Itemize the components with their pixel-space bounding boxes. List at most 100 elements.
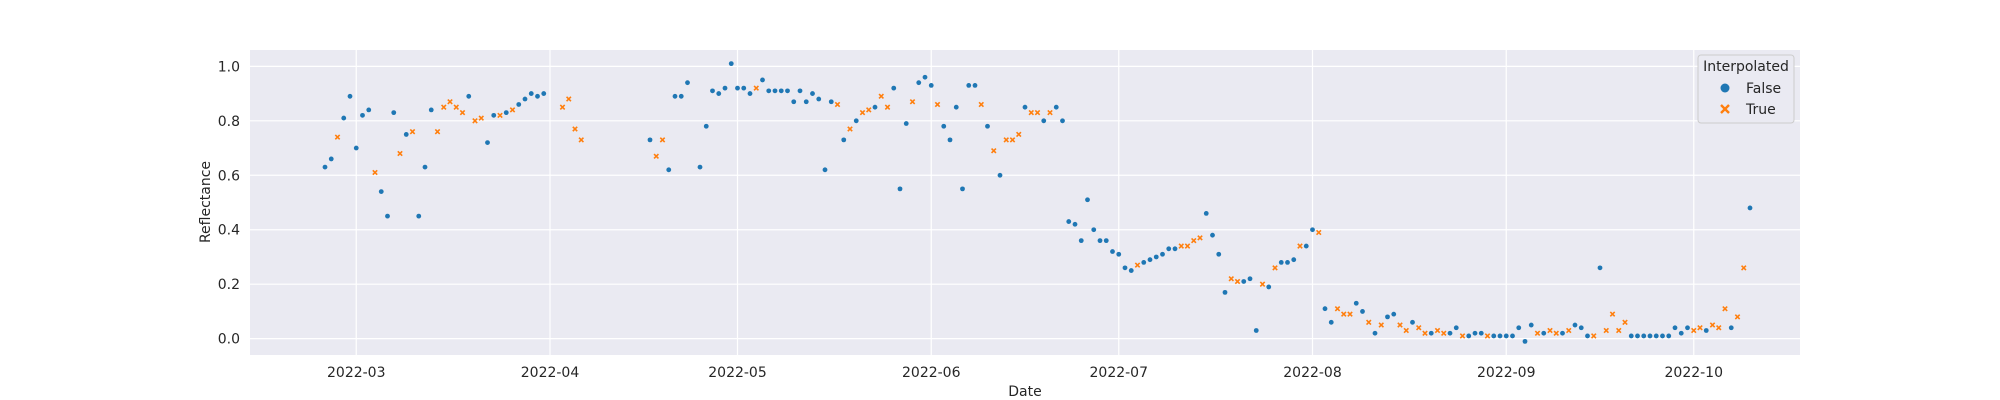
data-point-false [1241, 279, 1246, 284]
y-axis-label: Reflectance [198, 161, 214, 243]
data-point-false [735, 86, 740, 91]
data-point-false [1523, 339, 1528, 344]
data-point-false [1541, 331, 1546, 336]
data-point-false [954, 105, 959, 110]
data-point-false [366, 108, 371, 113]
legend-title: Interpolated [1703, 59, 1789, 75]
data-point-false [1573, 323, 1578, 328]
data-point-false [1073, 222, 1078, 227]
data-point-false [1429, 331, 1434, 336]
data-point-false [766, 88, 771, 93]
data-point-false [785, 88, 790, 93]
data-point-false [891, 86, 896, 91]
data-point-false [323, 165, 328, 170]
data-point-false [929, 83, 934, 88]
data-point-false [541, 91, 546, 96]
data-point-false [1210, 233, 1215, 238]
data-point-false [1385, 314, 1390, 319]
data-point-false [466, 94, 471, 99]
data-point-false [779, 88, 784, 93]
data-point-false [673, 94, 678, 99]
data-point-false [1635, 334, 1640, 339]
data-point-false [1085, 197, 1090, 202]
data-point-false [423, 165, 428, 170]
data-point-false [748, 91, 753, 96]
data-point-false [1148, 257, 1153, 262]
legend: Interpolated False True [1698, 55, 1794, 123]
data-point-false [1448, 331, 1453, 336]
data-point-false [1516, 325, 1521, 330]
data-point-false [1104, 238, 1109, 243]
data-point-false [360, 113, 365, 118]
x-tick-label: 2022-03 [327, 365, 386, 381]
data-point-false [1504, 334, 1509, 339]
data-point-false [829, 99, 834, 104]
y-tick-label: 0.8 [218, 114, 240, 130]
data-point-false [429, 108, 434, 113]
data-point-false [1704, 328, 1709, 333]
data-point-false [485, 140, 490, 145]
data-point-false [1066, 219, 1071, 224]
data-point-false [960, 186, 965, 191]
data-point-false [1110, 249, 1115, 254]
x-tick-label: 2022-06 [902, 365, 961, 381]
data-point-false [1629, 334, 1634, 339]
data-point-false [1654, 334, 1659, 339]
data-point-false [1560, 331, 1565, 336]
y-tick-label: 0.0 [218, 332, 240, 348]
data-point-false [1041, 118, 1046, 123]
data-point-false [1410, 320, 1415, 325]
data-point-false [329, 157, 334, 162]
data-point-false [516, 102, 521, 107]
data-point-false [791, 99, 796, 104]
data-point-false [760, 78, 765, 83]
data-point-false [354, 146, 359, 151]
data-point-false [741, 86, 746, 91]
data-point-false [1454, 325, 1459, 330]
data-point-false [385, 214, 390, 219]
x-tick-label: 2022-04 [521, 365, 580, 381]
data-point-false [948, 137, 953, 142]
data-point-false [1223, 290, 1228, 295]
data-point-false [923, 75, 928, 80]
data-point-false [1648, 334, 1653, 339]
data-point-false [1173, 246, 1178, 251]
data-point-false [1054, 105, 1059, 110]
data-point-false [1254, 328, 1259, 333]
x-tick-label: 2022-09 [1477, 365, 1536, 381]
data-point-false [810, 91, 815, 96]
data-point-false [798, 88, 803, 93]
data-point-false [504, 110, 509, 115]
data-point-false [1360, 309, 1365, 314]
data-point-false [1510, 334, 1515, 339]
data-point-false [1498, 334, 1503, 339]
data-point-false [1060, 118, 1065, 123]
data-point-false [710, 88, 715, 93]
data-point-false [698, 165, 703, 170]
data-point-false [1248, 276, 1253, 281]
data-point-false [1310, 227, 1315, 232]
data-point-false [898, 186, 903, 191]
data-point-false [773, 88, 778, 93]
data-point-false [729, 61, 734, 66]
x-tick-label: 2022-08 [1283, 365, 1342, 381]
data-point-false [704, 124, 709, 129]
data-point-false [985, 124, 990, 129]
data-point-false [1579, 325, 1584, 330]
data-point-false [1466, 334, 1471, 339]
data-point-false [404, 132, 409, 137]
data-point-false [341, 116, 346, 121]
data-point-false [416, 214, 421, 219]
data-point-false [804, 99, 809, 104]
data-point-false [535, 94, 540, 99]
data-point-false [685, 80, 690, 85]
y-tick-label: 1.0 [218, 59, 240, 75]
data-point-false [348, 94, 353, 99]
data-point-false [1660, 334, 1665, 339]
data-point-false [1279, 260, 1284, 265]
data-point-false [1154, 255, 1159, 260]
data-point-false [723, 86, 728, 91]
x-tick-label: 2022-05 [708, 365, 767, 381]
data-point-false [1204, 211, 1209, 216]
data-point-false [1291, 257, 1296, 262]
